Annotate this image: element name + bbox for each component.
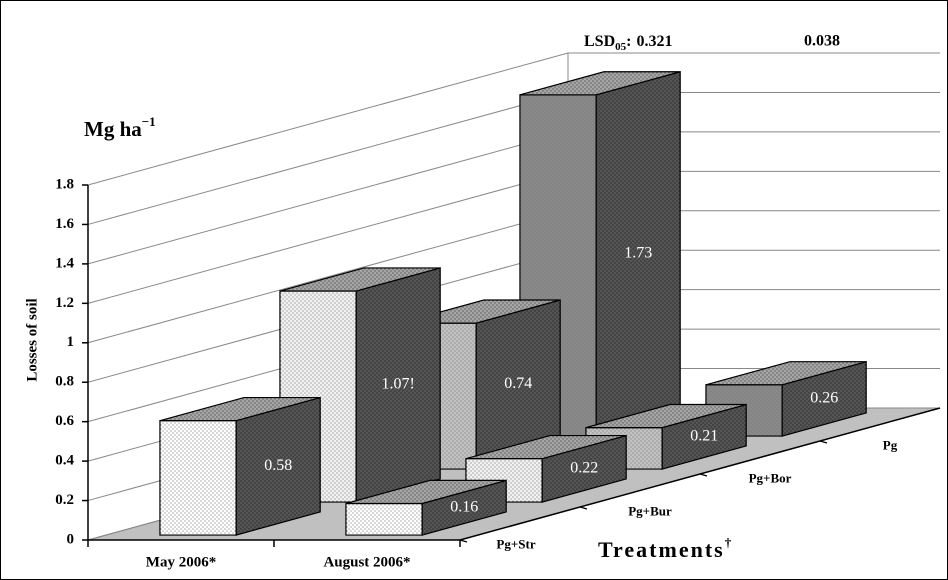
bar-top xyxy=(705,361,867,386)
depth-label: Pg+Bor xyxy=(749,470,792,485)
y-tick-label: 0.8 xyxy=(55,374,74,390)
lsd-text: LSD xyxy=(584,33,615,50)
lsd-label: LSD05: 0.321 xyxy=(584,33,672,53)
depth-tick-mark xyxy=(699,473,708,477)
bar-top xyxy=(519,71,681,96)
depth-tick-mark xyxy=(579,506,588,510)
y-tick-label: 1.6 xyxy=(55,216,74,232)
value-label: 0.21 xyxy=(690,427,718,444)
depth-tick-mark xyxy=(819,440,828,444)
lsd-separator: : xyxy=(626,33,631,50)
y-tick-label: 0.4 xyxy=(55,453,74,469)
bar-top xyxy=(465,434,627,460)
value-label: 1.73 xyxy=(624,245,652,262)
y-tick-label: 1.8 xyxy=(55,176,74,192)
value-label: 0.74 xyxy=(504,375,532,392)
unit-label: Mg ha−1 xyxy=(84,114,156,141)
lsd-value: 0.038 xyxy=(804,33,840,50)
y-tick-label: 1.2 xyxy=(55,295,74,311)
x-tick-label: May 2006* xyxy=(146,554,216,570)
plot: 1.73 0.26 0.74 0.21 1.07! 0.22 0.58 0.16 xyxy=(159,70,867,536)
bar-front xyxy=(159,420,237,536)
value-label: 0.58 xyxy=(264,457,292,474)
y-tick-label: 0 xyxy=(67,531,75,547)
depth-label: Pg+Bur xyxy=(628,503,672,518)
value-label: 0.16 xyxy=(450,498,478,515)
x-axis-title: Treatments† xyxy=(598,535,733,562)
y-tick-label: 0.6 xyxy=(55,413,74,429)
depth-label: Pg xyxy=(883,437,898,452)
bar-top xyxy=(279,267,441,292)
bar: 0.16 xyxy=(345,479,507,536)
lsd-subscript: 05 xyxy=(615,41,627,53)
depth-tick-mark xyxy=(459,539,468,543)
y-tick-label: 0.2 xyxy=(55,492,74,508)
bar-top xyxy=(345,479,507,505)
bar-top xyxy=(585,403,747,429)
x-title-text: Treatments xyxy=(598,537,725,562)
lsd-value: 0.321 xyxy=(636,33,672,50)
unit-superscript: −1 xyxy=(142,114,156,129)
bar-front xyxy=(345,502,423,536)
unit-text: Mg ha xyxy=(84,117,142,141)
depth-label: Pg+Str xyxy=(496,536,535,551)
y-axis-title: Losses of soil xyxy=(24,298,40,381)
value-label: 1.07! xyxy=(382,376,415,393)
bar-top xyxy=(159,396,321,422)
value-label: 0.22 xyxy=(570,459,598,476)
y-tick-label: 1.4 xyxy=(55,255,74,271)
x-tick-label: August 2006* xyxy=(323,554,410,570)
value-label: 0.26 xyxy=(810,390,838,407)
x-title-superscript: † xyxy=(725,535,734,550)
y-tick-label: 1 xyxy=(67,334,75,350)
bar: 0.58 xyxy=(159,396,321,536)
